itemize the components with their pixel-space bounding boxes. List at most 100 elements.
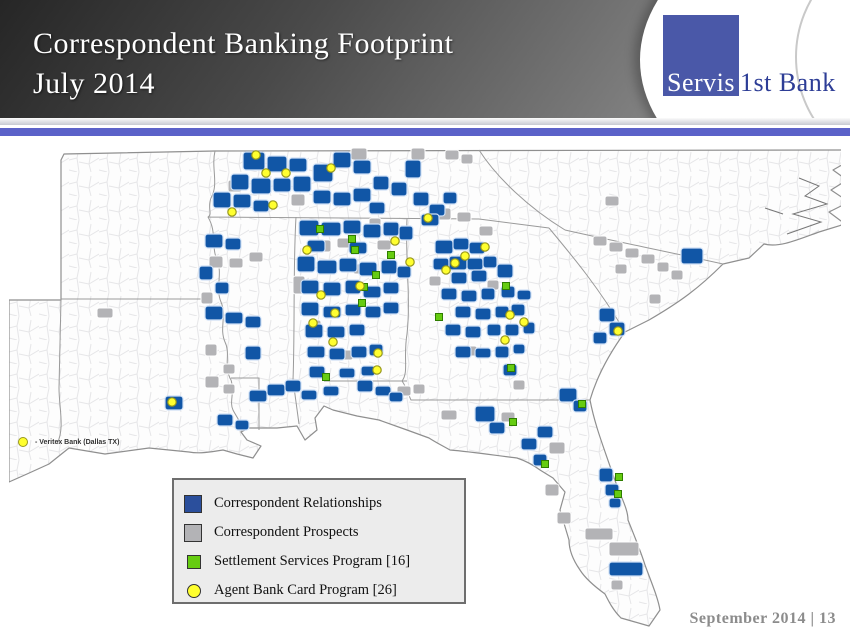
relationship-county — [460, 289, 478, 303]
divider-bar-silver — [0, 118, 850, 125]
prospect-county — [428, 275, 442, 287]
logo-blue-square — [663, 15, 739, 96]
relationship-county — [504, 323, 520, 337]
relationship-county — [398, 225, 414, 241]
prospect-county — [460, 153, 474, 165]
settlement-marker-icon — [358, 299, 366, 307]
relationship-county — [232, 193, 252, 209]
relationship-county — [362, 223, 382, 239]
relationship-county — [328, 347, 346, 361]
relationship-county — [252, 199, 270, 213]
veritex-label: - Veritex Bank (Dallas TX) — [35, 438, 120, 446]
prospect-county — [608, 541, 640, 557]
map-legend: Correspondent Relationships Corresponden… — [172, 478, 466, 604]
prospect-county — [96, 307, 114, 319]
relationship-county — [536, 425, 554, 439]
relationship-county — [442, 191, 458, 205]
relationship-county — [266, 383, 286, 397]
relationship-county — [474, 405, 496, 423]
slide-title-line2: July 2014 — [33, 67, 156, 100]
relationship-county — [204, 305, 224, 321]
relationship-county — [244, 345, 262, 361]
map-svg — [8, 147, 850, 627]
prospect-county — [248, 251, 264, 263]
relationship-county — [234, 419, 250, 431]
prospect-county — [350, 147, 368, 161]
relationship-county — [440, 287, 458, 301]
settlement-marker-icon — [316, 225, 324, 233]
prospect-county — [512, 379, 526, 391]
agent-card-marker-icon — [328, 337, 338, 347]
header-arc-decoration — [795, 0, 850, 118]
settlement-marker-icon — [322, 373, 330, 381]
relationship-county — [312, 189, 332, 205]
prospect-county — [656, 261, 670, 273]
agent-card-marker-icon — [480, 242, 490, 252]
logo-text-1st-bank: 1st Bank — [740, 68, 836, 97]
relationship-county — [454, 345, 472, 359]
relationship-county — [308, 365, 326, 379]
relationship-county — [486, 323, 502, 337]
relationship-county — [292, 175, 312, 193]
prospect-county — [544, 483, 560, 497]
prospect-county — [204, 375, 220, 389]
slide-header: Correspondent Banking Footprint July 201… — [0, 0, 850, 118]
relationship-county — [344, 303, 362, 317]
relationship-county — [396, 265, 412, 279]
settlement-marker-icon — [351, 246, 359, 254]
legend-row-relationships: Correspondent Relationships — [184, 489, 464, 518]
logo-text-servis: Servis — [667, 68, 735, 97]
relationship-county — [450, 271, 468, 285]
relationship-county — [482, 255, 498, 269]
relationship-county — [306, 345, 326, 359]
legend-swatch-gray-icon — [184, 523, 202, 542]
divider-bar-blue — [0, 128, 850, 136]
agent-card-marker-icon — [326, 163, 336, 173]
relationship-county — [284, 379, 302, 393]
prospect-county — [610, 579, 624, 591]
relationship-county — [512, 343, 526, 355]
relationship-county — [272, 177, 292, 193]
agent-card-marker-icon — [460, 251, 470, 261]
agent-card-marker-icon — [268, 200, 278, 210]
prospect-county — [640, 253, 656, 265]
agent-card-marker-icon — [519, 317, 529, 327]
servisfirst-logo: Servis 1st Bank — [663, 15, 843, 100]
relationship-county — [212, 191, 232, 209]
relationship-county — [372, 175, 390, 191]
legend-label-prospects: Correspondent Prospects — [214, 524, 359, 540]
agent-card-marker-icon — [308, 318, 318, 328]
relationship-county — [608, 561, 644, 577]
prospect-county — [376, 239, 392, 251]
relationship-county — [598, 467, 614, 483]
relationship-county — [338, 367, 356, 379]
relationship-county — [322, 281, 342, 297]
relationship-county — [250, 177, 272, 195]
footprint-map — [8, 147, 850, 634]
relationship-county — [332, 191, 352, 207]
prospect-county — [670, 269, 684, 281]
relationship-county — [444, 323, 462, 337]
agent-card-marker-icon — [261, 168, 271, 178]
prospect-county — [208, 255, 224, 269]
agent-card-marker-icon — [281, 168, 291, 178]
relationship-county — [494, 345, 510, 359]
legend-label-relationships: Correspondent Relationships — [214, 495, 382, 511]
relationship-county — [224, 311, 244, 325]
relationship-county — [214, 281, 230, 295]
agent-card-marker-icon — [505, 310, 515, 320]
relationship-county — [322, 385, 340, 397]
relationship-county — [296, 255, 316, 273]
relationship-county — [496, 263, 514, 279]
prospect-county — [222, 383, 236, 395]
settlement-marker-icon — [509, 418, 517, 426]
agent-card-marker-icon — [450, 258, 460, 268]
relationship-county — [434, 239, 454, 255]
relationship-county — [356, 379, 374, 393]
prospect-county — [200, 291, 214, 305]
settlement-marker-icon — [348, 235, 356, 243]
relationship-county — [204, 233, 224, 249]
relationship-county — [352, 159, 372, 175]
relationship-county — [266, 155, 288, 173]
